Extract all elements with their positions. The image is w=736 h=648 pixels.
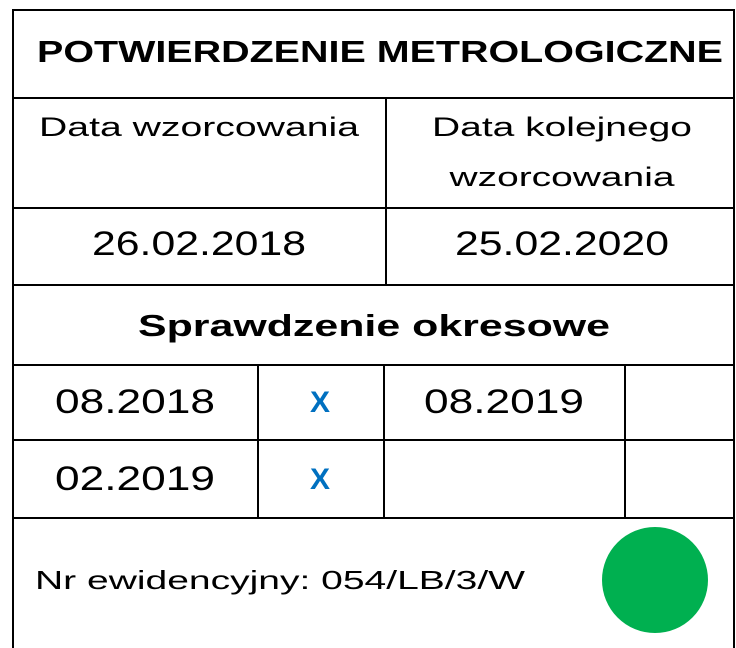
- next-date: 25.02.2020: [455, 225, 669, 263]
- next-label: wzorcowania: [448, 162, 676, 192]
- date: 26.02.2018: [92, 225, 306, 263]
- section-title: Sprawdzenie okresowe: [138, 308, 610, 343]
- check-date: 08.2019: [424, 383, 584, 421]
- check-mark: X: [310, 463, 330, 496]
- check-date: 02.2019: [55, 460, 215, 498]
- check-mark: X: [310, 386, 330, 419]
- inventory-number: Nr ewidencyjny: 054/LB/3/W: [35, 565, 526, 595]
- status-dot: [602, 527, 708, 633]
- title: POTWIERDZENIE METROLOGICZNE: [37, 34, 723, 69]
- next-label: Data kolejnego: [432, 112, 692, 142]
- check-date: 08.2018: [55, 383, 215, 421]
- label-border: [12, 9, 735, 648]
- date-label: Data wzorcowania: [39, 112, 360, 142]
